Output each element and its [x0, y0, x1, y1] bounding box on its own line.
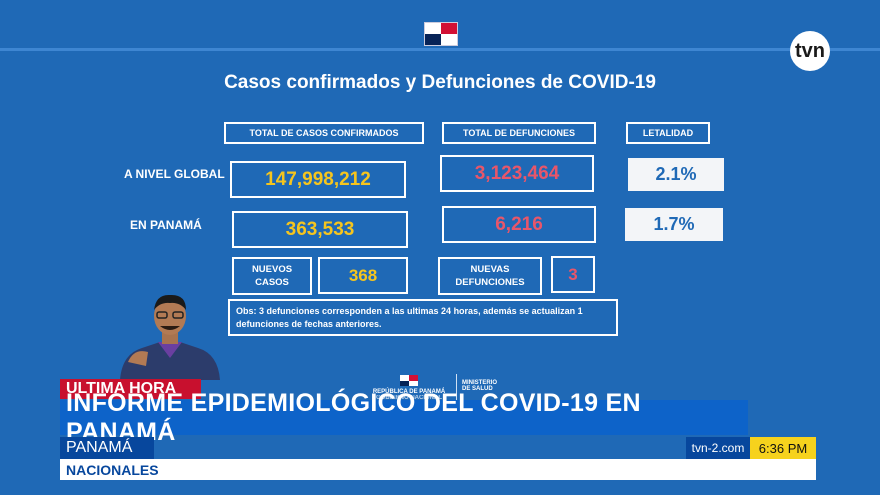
section-label: NACIONALES — [60, 459, 816, 480]
new-cases-label: NUEVOS CASOS — [232, 257, 312, 295]
slide-title: Casos confirmados y Defunciones de COVID… — [224, 72, 656, 93]
panama-flag-icon — [424, 22, 458, 46]
new-deaths-label: NUEVAS DEFUNCIONES — [438, 257, 542, 295]
new-deaths-label-line2: DEFUNCIONES — [455, 277, 525, 288]
new-cases-label-line2: CASOS — [255, 277, 289, 288]
ministry-right-text: MINISTERIO DE SALUD — [462, 380, 497, 392]
location-label: PANAMÁ — [60, 437, 154, 459]
panama-lethality-value: 1.7% — [625, 208, 723, 241]
header-lethality: LETALIDAD — [626, 122, 710, 144]
new-deaths-value: 3 — [551, 256, 595, 293]
row-label-global: A NIVEL GLOBAL — [124, 167, 225, 181]
website-label: tvn-2.com — [686, 437, 750, 459]
logo-text: tvn — [795, 39, 825, 62]
ministry-divider — [456, 374, 457, 400]
row-label-panama: EN PANAMÁ — [130, 218, 202, 232]
top-divider — [0, 48, 880, 51]
ministry-flag-icon — [400, 375, 418, 386]
ministry-right-line2: DE SALUD — [462, 386, 493, 392]
header-total-cases: TOTAL DE CASOS CONFIRMADOS — [224, 122, 424, 144]
interpreter-image — [120, 294, 220, 380]
observation-line2: defunciones de fechas anteriores. — [236, 319, 382, 329]
panama-deaths-value: 6,216 — [442, 206, 596, 243]
panama-cases-value: 363,533 — [232, 211, 408, 248]
observation-line1: Obs: 3 defunciones corresponden a las ul… — [236, 306, 583, 316]
global-cases-value: 147,998,212 — [230, 161, 406, 198]
global-deaths-value: 3,123,464 — [440, 155, 594, 192]
ministry-left-text: REPÚBLICA DE PANAMÁ GOBIERNO NACIONAL — [366, 389, 452, 401]
new-deaths-label-line1: NUEVAS — [470, 264, 510, 275]
ministry-left-line2: GOBIERNO NACIONAL — [376, 395, 442, 401]
breaking-news-label: ULTIMA HORA — [60, 379, 201, 399]
time-label: 6:36 PM — [750, 437, 816, 459]
new-cases-value: 368 — [318, 257, 408, 294]
global-lethality-value: 2.1% — [628, 158, 724, 191]
observation-note: Obs: 3 defunciones corresponden a las ul… — [228, 299, 618, 336]
new-cases-label-line1: NUEVOS — [251, 264, 293, 275]
tvn-logo: tvn — [790, 31, 830, 71]
ministry-left-line1: REPÚBLICA DE PANAMÁ — [372, 389, 446, 395]
header-total-deaths: TOTAL DE DEFUNCIONES — [442, 122, 596, 144]
ministry-right-line1: MINISTERIO — [462, 380, 498, 386]
headline-banner: INFORME EPIDEMIOLÓGICO DEL COVID-19 EN P… — [60, 389, 748, 446]
